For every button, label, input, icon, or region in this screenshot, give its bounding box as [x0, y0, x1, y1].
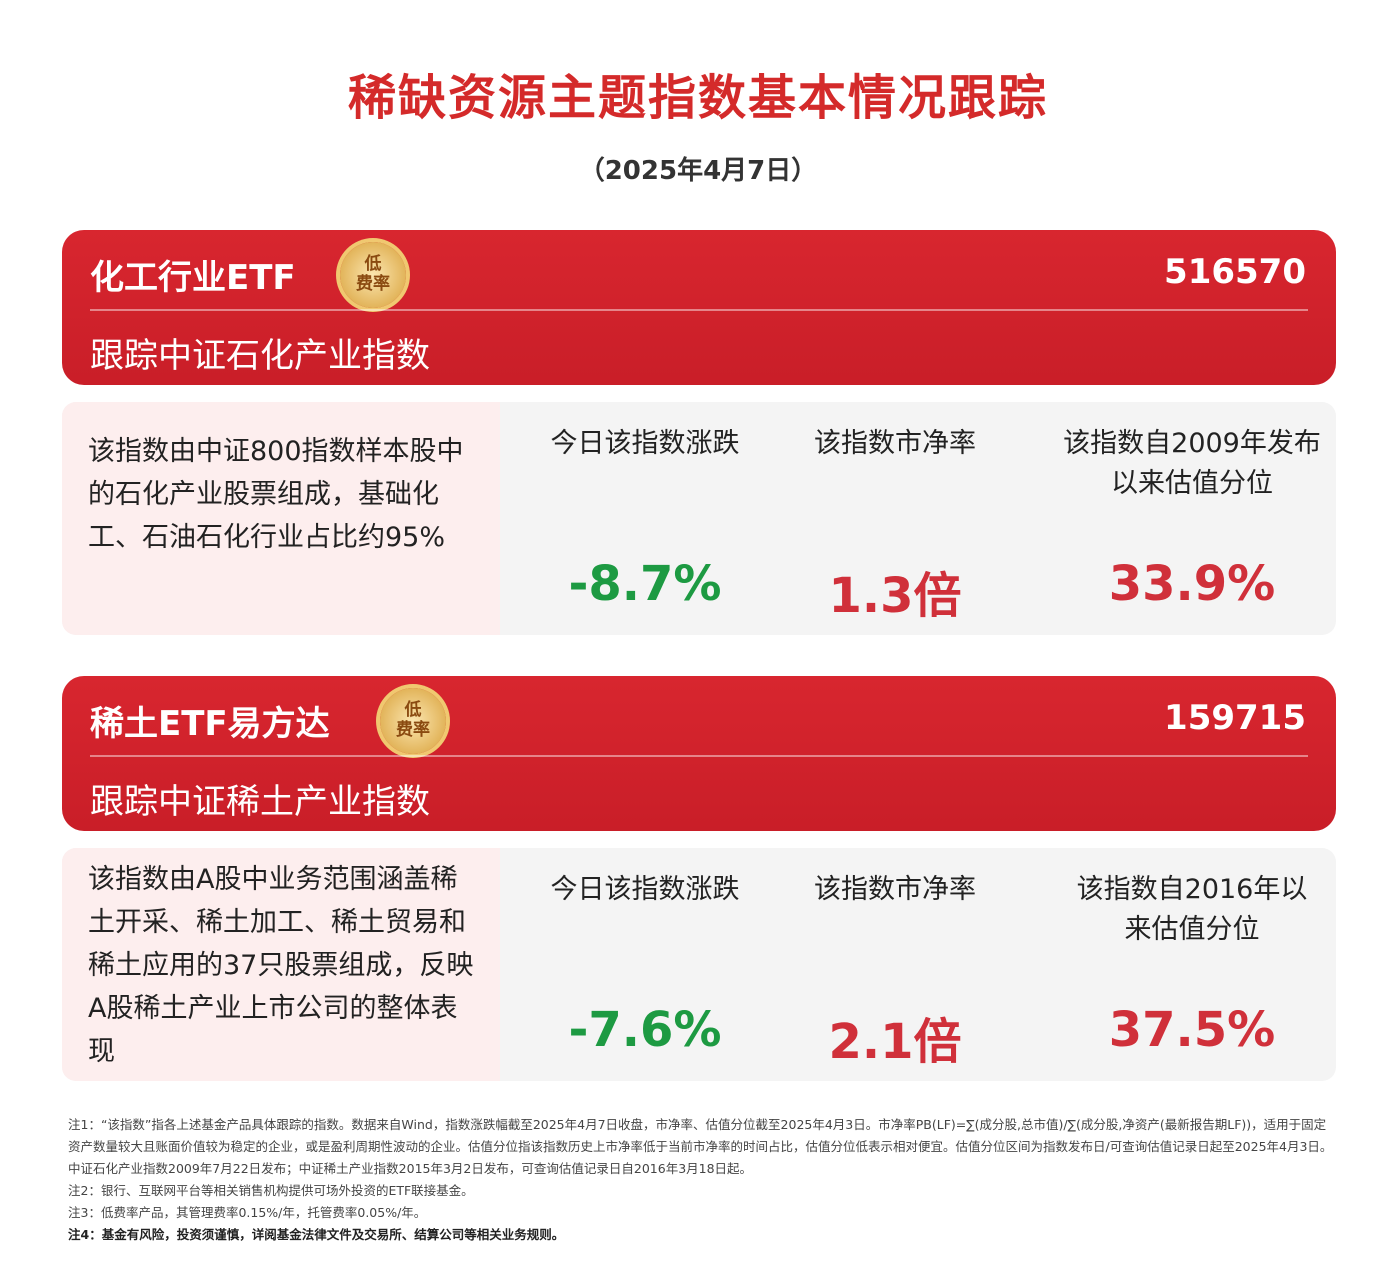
pb-value: 1.3倍: [828, 568, 962, 624]
percentile-value: 37.5%: [1108, 1002, 1276, 1058]
page-title: 稀缺资源主题指数基本情况跟踪: [347, 70, 1048, 126]
card-header-rare-earth: 稀土ETF易方达 低费率 159715 跟踪中证稀土产业指数: [62, 676, 1336, 831]
tracked-index: 跟踪中证稀土产业指数: [90, 782, 430, 822]
card-body-chemical: 该指数由中证800指数样本股中的石化产业股票组成，基础化工、石油石化行业占比约9…: [62, 402, 1336, 635]
change-label: 今日该指数涨跌: [550, 874, 740, 905]
percentile-value: 33.9%: [1108, 556, 1276, 612]
pb-label: 该指数市净率: [814, 428, 976, 459]
card-header-chemical: 化工行业ETF 低费率 516570 跟踪中证石化产业指数: [62, 230, 1336, 385]
note-2: 注2：银行、互联网平台等相关销售机构提供可场外投资的ETF联接基金。: [68, 1183, 474, 1198]
index-description: 该指数由A股中业务范围涵盖稀土开采、稀土加工、稀土贸易和稀土应用的37只股票组成…: [62, 848, 500, 1081]
divider: [90, 755, 1308, 757]
pb-value: 2.1倍: [828, 1014, 962, 1070]
low-fee-badge-icon: 低费率: [380, 688, 446, 754]
note-3: 注3：低费率产品，其管理费率0.15%/年，托管费率0.05%/年。: [68, 1205, 427, 1220]
low-fee-badge-icon: 低费率: [340, 242, 406, 308]
footnotes: 注1：“该指数”指各上述基金产品具体跟踪的指数。数据来自Wind，指数涨跌幅截至…: [68, 1114, 1338, 1246]
fund-name: 稀土ETF易方达: [90, 704, 330, 744]
divider: [90, 309, 1308, 311]
fund-code: 159715: [1164, 698, 1306, 738]
fund-name: 化工行业ETF: [90, 258, 296, 298]
percentile-label: 该指数自2016年以来估值分位: [1076, 874, 1308, 945]
page-date: （2025年4月7日）: [578, 156, 818, 186]
pb-label: 该指数市净率: [814, 874, 976, 905]
change-value: -7.6%: [568, 1002, 722, 1058]
note-1: 注1：“该指数”指各上述基金产品具体跟踪的指数。数据来自Wind，指数涨跌幅截至…: [68, 1117, 1333, 1176]
index-description: 该指数由中证800指数样本股中的石化产业股票组成，基础化工、石油石化行业占比约9…: [62, 402, 500, 635]
card-body-rare-earth: 该指数由A股中业务范围涵盖稀土开采、稀土加工、稀土贸易和稀土应用的37只股票组成…: [62, 848, 1336, 1081]
change-value: -8.7%: [568, 556, 722, 612]
note-4: 注4：基金有风险，投资须谨慎，详阅基金法律文件及交易所、结算公司等相关业务规则。: [68, 1227, 565, 1242]
percentile-label: 该指数自2009年发布以来估值分位: [1063, 428, 1321, 499]
change-label: 今日该指数涨跌: [550, 428, 740, 459]
tracked-index: 跟踪中证石化产业指数: [90, 336, 430, 376]
fund-code: 516570: [1164, 252, 1306, 292]
